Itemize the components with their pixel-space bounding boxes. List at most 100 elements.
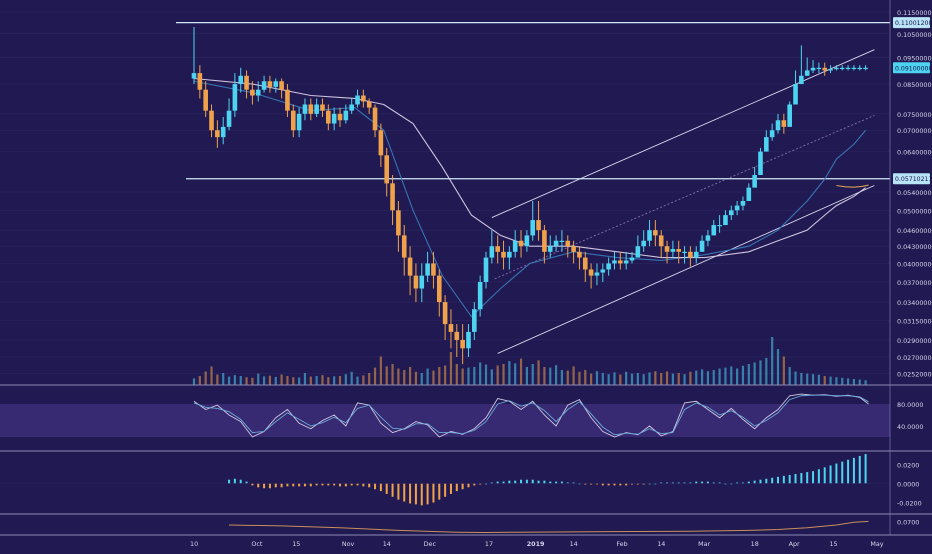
candle-body	[396, 210, 401, 236]
volume-bar	[607, 374, 610, 385]
volume-bar	[227, 376, 231, 385]
volume-bar	[724, 367, 727, 385]
volume-bar	[444, 365, 447, 385]
bottom-indicator-line	[229, 520, 869, 534]
volume-bar	[665, 371, 669, 385]
level-price-badge-label: 0.05710211	[895, 176, 932, 183]
macd-histogram-bar	[718, 482, 721, 484]
candle-body	[594, 272, 600, 276]
stochastic-axis-tick-label: 80.0000	[897, 401, 923, 409]
stochastic-band	[0, 404, 890, 437]
volume-bar	[730, 366, 733, 385]
macd-histogram-bar	[485, 483, 487, 485]
candle-body	[320, 104, 325, 111]
macd-histogram-bar	[414, 483, 417, 505]
macd-histogram-bar	[841, 461, 844, 484]
volume-bar	[695, 370, 698, 385]
macd-histogram-bar	[689, 482, 692, 484]
channel-line	[491, 49, 875, 218]
volume-bar	[280, 374, 283, 385]
price-axis-tick-label: 0.10500000	[897, 31, 932, 39]
candle-body	[390, 183, 395, 211]
macd-histogram-bar	[455, 483, 458, 492]
candle-body	[355, 95, 360, 105]
macd-histogram-bar	[298, 483, 301, 487]
candle-body	[466, 331, 471, 349]
candle-body	[688, 251, 693, 258]
candle-body	[472, 309, 477, 332]
macd-histogram-bar	[537, 480, 540, 484]
macd-histogram-bar	[648, 483, 651, 485]
macd-histogram-bar	[239, 479, 242, 484]
volume-bar	[519, 358, 523, 385]
macd-histogram-bar	[449, 483, 452, 494]
volume-bar	[584, 370, 587, 385]
volume-bar	[257, 373, 260, 385]
candle-body	[542, 230, 547, 252]
macd-histogram-bar	[771, 477, 774, 484]
volume-bar	[677, 373, 680, 385]
macd-histogram-bar	[321, 483, 324, 486]
volume-bar	[245, 377, 248, 385]
macd-histogram-bar	[631, 483, 633, 485]
volume-bar	[829, 376, 832, 385]
last-price-badge	[893, 62, 930, 74]
candle-body	[676, 249, 682, 252]
macd-histogram-bar	[835, 463, 838, 484]
candle-body	[863, 67, 868, 70]
macd-axis-tick-label: -0.0200	[897, 500, 922, 508]
volume-bar	[712, 370, 715, 385]
candle-body	[734, 205, 740, 211]
volume-bar	[385, 366, 388, 385]
price-axis-tick-label: 0.03400000	[897, 299, 932, 307]
candle-body	[635, 246, 641, 258]
macd-histogram-bar	[806, 472, 809, 484]
candle-body	[536, 220, 541, 231]
volume-bar	[864, 380, 867, 385]
volume-bar	[484, 364, 488, 385]
candle-body	[571, 246, 576, 252]
macd-histogram-bar	[625, 483, 628, 486]
macd-histogram-bar	[671, 482, 674, 484]
volume-bar	[455, 364, 458, 385]
macd-histogram-bar	[409, 483, 412, 504]
candle-body	[623, 260, 629, 264]
candle-body	[600, 269, 606, 273]
macd-histogram-bar	[578, 483, 581, 485]
volume-bar	[525, 367, 528, 385]
candle-body	[425, 263, 430, 276]
macd-histogram-bar	[712, 482, 715, 484]
candle-body	[804, 70, 810, 76]
macd-histogram-bar	[268, 483, 271, 489]
volume-bar	[309, 376, 312, 385]
volume-bar	[204, 371, 207, 385]
macd-histogram-bar	[525, 479, 528, 484]
candle-body	[699, 240, 705, 252]
stochastic-axis-tick-label: 40.0000	[897, 423, 923, 431]
volume-bar	[590, 373, 593, 385]
candle-body	[839, 67, 845, 70]
candle-body	[285, 89, 290, 111]
volume-bar	[852, 379, 856, 385]
volume-bar	[379, 356, 382, 385]
time-axis-tick-label: Mar	[698, 540, 710, 548]
volume-bar	[613, 372, 616, 385]
volume-bar	[788, 367, 791, 385]
candle-body	[834, 67, 839, 70]
macd-histogram-bar	[572, 482, 575, 484]
candle-body	[612, 260, 617, 264]
macd-histogram-bar	[490, 482, 493, 484]
volume-bar	[222, 373, 225, 385]
candle-body	[442, 302, 448, 325]
macd-histogram-bar	[391, 483, 394, 497]
candle-body	[250, 89, 255, 96]
price-axis-tick-label: 0.05400000	[897, 189, 932, 197]
volume-bar	[648, 372, 651, 385]
time-axis-tick-label: Apr	[789, 540, 800, 548]
candle-body	[296, 113, 302, 131]
candle-body	[664, 246, 670, 252]
macd-histogram-bar	[502, 481, 505, 484]
